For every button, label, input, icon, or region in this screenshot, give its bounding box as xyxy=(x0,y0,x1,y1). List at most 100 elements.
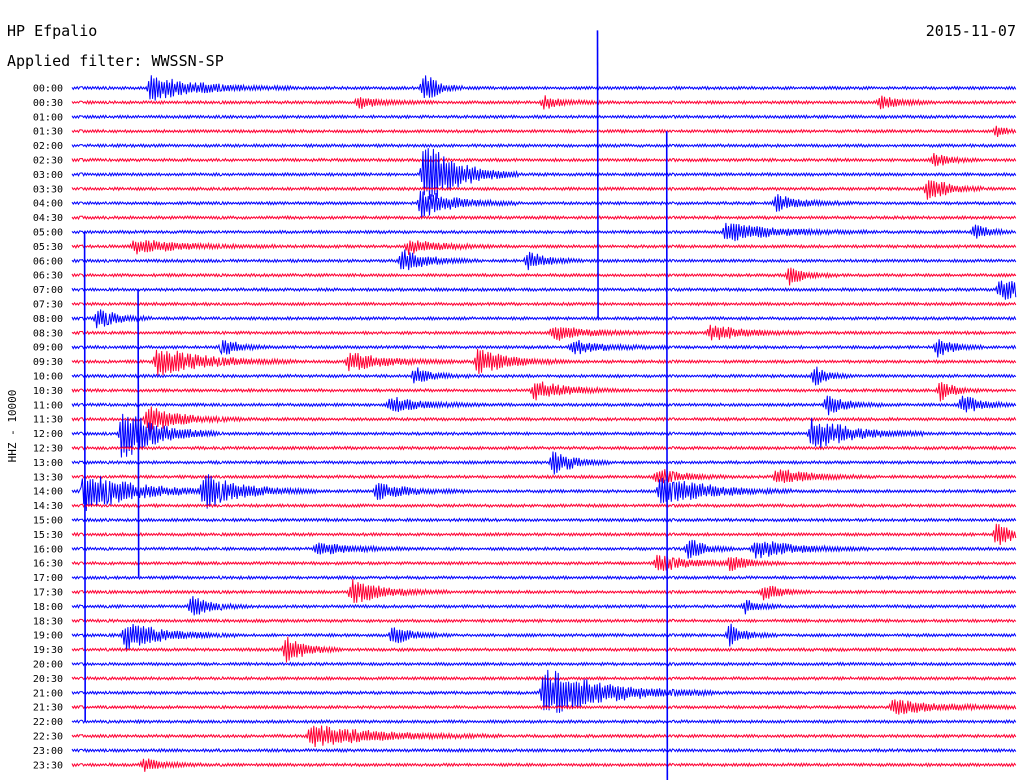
row-time-label: 03:30 xyxy=(33,184,63,195)
row-time-label: 16:30 xyxy=(33,559,63,570)
row-time-label: 08:30 xyxy=(33,328,63,339)
row-time-label: 15:30 xyxy=(33,530,63,541)
row-time-label: 06:30 xyxy=(33,271,63,282)
row-time-label: 14:00 xyxy=(33,487,63,498)
row-time-label: 22:30 xyxy=(33,732,63,743)
row-time-label: 10:00 xyxy=(33,372,63,383)
row-time-label: 12:00 xyxy=(33,429,63,440)
row-time-label: 16:00 xyxy=(33,544,63,555)
row-time-label: 03:00 xyxy=(33,170,63,181)
trace-row-1300 xyxy=(71,451,1017,475)
row-time-label: 00:30 xyxy=(33,98,63,109)
row-time-label: 14:30 xyxy=(33,501,63,512)
row-time-label: 21:00 xyxy=(33,688,63,699)
trace-row-1130 xyxy=(71,406,1017,433)
trace-row-0200 xyxy=(71,142,1017,149)
trace-row-1000 xyxy=(71,366,1017,386)
trace-row-0930 xyxy=(71,348,1017,376)
row-time-label: 22:00 xyxy=(33,717,63,728)
row-time-label: 20:30 xyxy=(33,674,63,685)
trace-row-1730 xyxy=(71,579,1017,603)
trace-row-0800 xyxy=(71,309,1017,329)
row-time-label: 20:00 xyxy=(33,660,63,671)
trace-row-0100 xyxy=(71,114,1017,120)
trace-row-0130 xyxy=(71,125,1017,138)
row-time-label: 09:00 xyxy=(33,343,63,354)
trace-row-2330 xyxy=(71,758,1017,772)
row-time-label: 02:30 xyxy=(33,156,63,167)
row-time-label: 17:00 xyxy=(33,573,63,584)
trace-row-1230 xyxy=(71,445,1017,451)
station-title: HP Efpalio xyxy=(7,22,97,40)
row-time-label: 15:00 xyxy=(33,516,63,527)
trace-row-2130 xyxy=(71,699,1017,715)
row-time-label: 07:00 xyxy=(33,285,63,296)
trace-row-1530 xyxy=(71,523,1017,546)
trace-row-0430 xyxy=(71,214,1017,221)
row-time-label: 10:30 xyxy=(33,386,63,397)
trace-row-1430 xyxy=(71,502,1017,509)
spike-1 xyxy=(665,131,669,780)
trace-row-1400 xyxy=(71,473,1017,512)
trace-row-1930 xyxy=(71,636,1017,663)
trace-row-0630 xyxy=(71,267,1017,286)
trace-row-0730 xyxy=(71,301,1017,307)
trace-row-0830 xyxy=(71,324,1017,341)
trace-row-0000 xyxy=(71,75,1017,101)
trace-row-2200 xyxy=(71,718,1017,725)
trace-row-1800 xyxy=(71,596,1017,616)
trace-row-1630 xyxy=(71,554,1017,571)
row-time-label: 18:30 xyxy=(33,616,63,627)
row-time-label: 19:30 xyxy=(33,645,63,656)
trace-row-2030 xyxy=(71,675,1017,682)
row-time-label: 19:00 xyxy=(33,631,63,642)
trace-rows: 00:00 00:30 01:00 01:30 02:00 02:30 03:00 03:30… xyxy=(33,75,1017,772)
row-time-label: 08:00 xyxy=(33,314,63,325)
row-time-label: 23:00 xyxy=(33,746,63,757)
row-time-label: 01:00 xyxy=(33,112,63,123)
trace-row-0230 xyxy=(71,153,1017,167)
trace-row-1830 xyxy=(71,618,1017,624)
row-time-label: 09:30 xyxy=(33,357,63,368)
row-time-label: 01:30 xyxy=(33,127,63,138)
trace-row-0400 xyxy=(71,190,1017,218)
row-time-label: 11:00 xyxy=(33,400,63,411)
row-time-label: 12:30 xyxy=(33,444,63,455)
trace-row-0500 xyxy=(71,222,1017,242)
row-time-label: 04:30 xyxy=(33,213,63,224)
row-time-label: 18:00 xyxy=(33,602,63,613)
trace-row-0530 xyxy=(71,240,1017,256)
trace-row-2100 xyxy=(71,669,1017,713)
trace-row-1200 xyxy=(71,413,1017,458)
trace-row-2230 xyxy=(71,725,1017,748)
row-time-label: 23:30 xyxy=(33,760,63,771)
trace-row-1030 xyxy=(71,381,1017,402)
trace-row-1700 xyxy=(71,574,1017,581)
trace-row-0600 xyxy=(71,249,1017,271)
spike-0 xyxy=(596,30,599,319)
trace-row-0300 xyxy=(71,148,1017,200)
row-time-label: 02:00 xyxy=(33,141,63,152)
row-time-label: 06:00 xyxy=(33,256,63,267)
row-time-label: 13:00 xyxy=(33,458,63,469)
spike-3 xyxy=(137,289,140,578)
filter-label: Applied filter: WWSSN-SP xyxy=(7,52,224,70)
trace-row-0700 xyxy=(71,280,1017,300)
row-time-label: 13:30 xyxy=(33,472,63,483)
trace-row-0900 xyxy=(71,339,1017,358)
spike-2 xyxy=(83,231,86,722)
row-time-label: 04:00 xyxy=(33,199,63,210)
spike-overlays xyxy=(83,30,669,780)
channel-side-label: HHZ - 10000 xyxy=(6,390,19,463)
trace-row-1600 xyxy=(71,539,1017,559)
row-time-label: 00:00 xyxy=(33,84,63,95)
trace-row-0330 xyxy=(71,180,1017,200)
trace-row-0030 xyxy=(71,95,1017,110)
trace-row-1900 xyxy=(71,623,1017,650)
row-time-label: 21:30 xyxy=(33,703,63,714)
row-time-label: 05:00 xyxy=(33,228,63,239)
row-time-label: 07:30 xyxy=(33,300,63,311)
date-label: 2015-11-07 xyxy=(926,22,1016,40)
trace-row-1100 xyxy=(71,395,1017,416)
